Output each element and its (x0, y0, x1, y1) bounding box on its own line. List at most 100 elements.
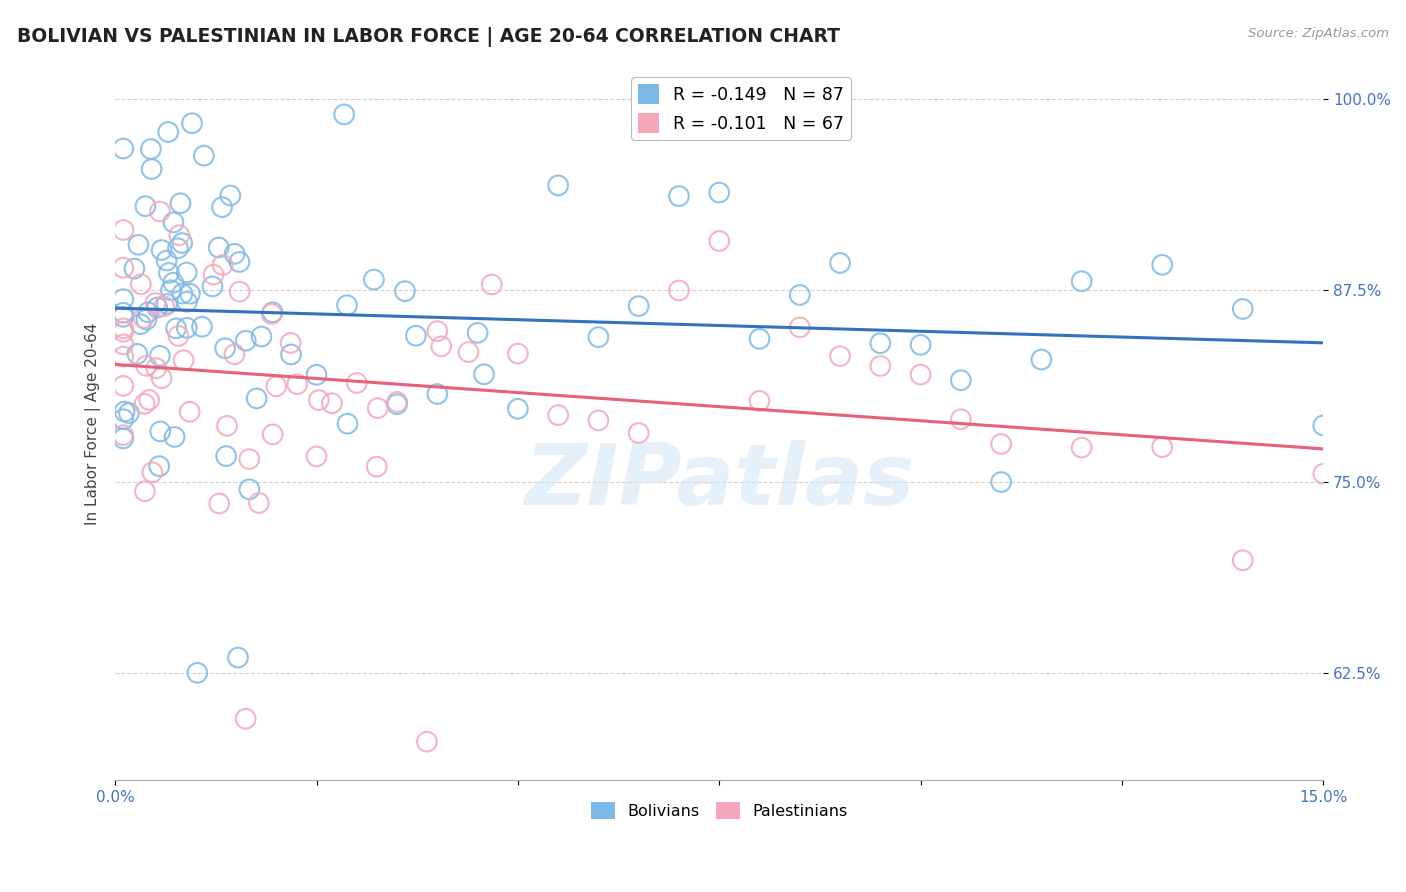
Point (167, 329, 190, 343)
Point (179, 405, 201, 419)
Point (214, 341, 236, 355)
Point (172, 235, 194, 250)
Point (160, 283, 183, 297)
Point (145, 296, 167, 310)
Point (173, 353, 195, 368)
Point (136, 305, 159, 319)
Point (1312, 467, 1334, 481)
Point (990, 437, 1012, 451)
Point (426, 387, 449, 401)
Point (167, 241, 190, 255)
Point (224, 247, 246, 261)
Point (176, 294, 198, 309)
Point (869, 359, 891, 373)
Point (405, 328, 427, 343)
Point (201, 279, 224, 293)
Point (547, 408, 569, 422)
Point (162, 276, 184, 290)
Point (138, 392, 160, 407)
Point (305, 368, 328, 382)
Point (235, 712, 257, 726)
Point (363, 272, 385, 286)
Point (112, 431, 135, 445)
Point (321, 396, 343, 410)
Point (264, 379, 287, 393)
Point (238, 483, 260, 497)
Point (112, 412, 135, 426)
Point (1070, 441, 1092, 455)
Point (135, 359, 157, 373)
Point (748, 332, 770, 346)
Point (385, 395, 408, 409)
Point (285, 377, 308, 392)
Point (162, 215, 184, 229)
Point (112, 337, 135, 351)
Point (150, 243, 173, 257)
Point (112, 350, 135, 364)
Point (588, 330, 610, 344)
Point (202, 268, 225, 282)
Point (181, 116, 204, 130)
Point (141, 465, 163, 479)
Point (1152, 440, 1174, 454)
Point (127, 237, 149, 252)
Point (224, 347, 246, 361)
Point (148, 459, 170, 474)
Point (869, 336, 891, 351)
Point (789, 288, 811, 302)
Point (588, 413, 610, 427)
Point (262, 305, 284, 319)
Point (481, 277, 503, 292)
Point (910, 368, 932, 382)
Point (748, 393, 770, 408)
Point (366, 459, 388, 474)
Point (235, 334, 257, 348)
Point (139, 142, 162, 156)
Point (668, 189, 690, 203)
Point (208, 496, 231, 510)
Point (169, 196, 191, 211)
Point (112, 379, 135, 393)
Point (260, 307, 283, 321)
Point (112, 310, 135, 324)
Point (127, 347, 149, 361)
Point (457, 345, 479, 359)
Point (112, 141, 135, 155)
Point (627, 425, 650, 440)
Point (246, 392, 269, 406)
Point (211, 258, 233, 272)
Point (394, 284, 416, 298)
Point (1232, 301, 1254, 316)
Point (141, 162, 163, 177)
Point (129, 277, 152, 292)
Point (467, 326, 489, 340)
Point (163, 430, 186, 444)
Point (193, 149, 215, 163)
Point (472, 368, 495, 382)
Point (149, 349, 172, 363)
Point (112, 260, 135, 275)
Point (346, 376, 368, 390)
Point (949, 373, 972, 387)
Point (176, 321, 198, 335)
Point (828, 349, 851, 363)
Point (247, 496, 270, 510)
Point (709, 234, 731, 248)
Point (336, 298, 359, 312)
Point (990, 475, 1012, 489)
Point (112, 292, 135, 306)
Point (219, 188, 242, 202)
Point (124, 261, 146, 276)
Point (156, 297, 179, 311)
Text: ZIPatlas: ZIPatlas (524, 440, 914, 523)
Point (215, 449, 238, 463)
Point (1070, 274, 1092, 288)
Point (208, 240, 231, 254)
Point (385, 397, 408, 411)
Point (172, 286, 194, 301)
Point (129, 317, 152, 331)
Point (132, 310, 155, 325)
Legend: Bolivians, Palestinians: Bolivians, Palestinians (585, 795, 853, 825)
Point (112, 306, 135, 320)
Point (416, 735, 439, 749)
